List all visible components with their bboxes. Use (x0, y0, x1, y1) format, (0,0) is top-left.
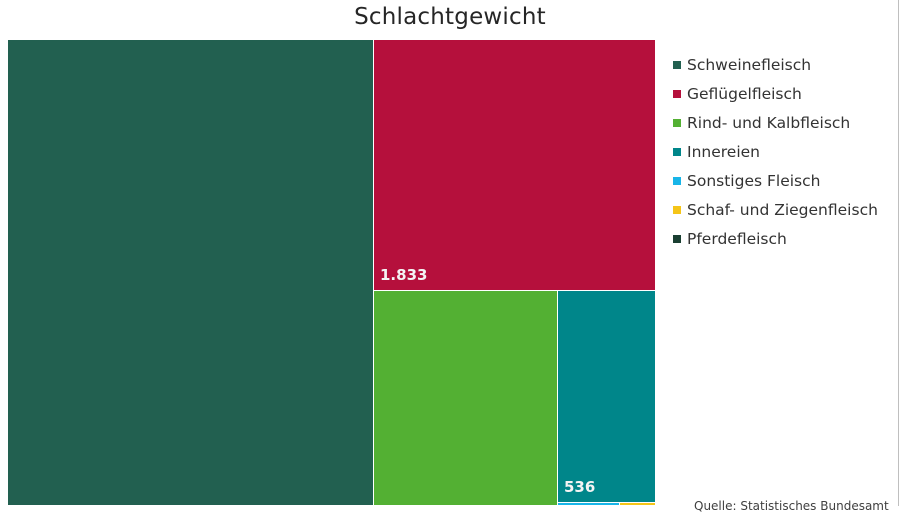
legend-item[interactable]: Schweinefleisch (673, 50, 878, 79)
legend-label: Pferdefleisch (687, 229, 787, 248)
legend-swatch-icon (673, 118, 681, 127)
source-note: Quelle: Statistisches Bundesamt (694, 499, 889, 513)
treemap-tile-rind-und-kalbfleisch[interactable] (374, 291, 558, 506)
treemap-tile-innereien[interactable]: 536 (558, 291, 656, 503)
legend-swatch-icon (673, 234, 681, 243)
legend-item[interactable]: Geflügelfleisch (673, 79, 878, 108)
legend-item[interactable]: Schaf- und Ziegenfleisch (673, 195, 878, 224)
legend-label: Schaf- und Ziegenfleisch (687, 200, 878, 219)
legend-swatch-icon (673, 205, 681, 214)
legend-swatch-icon (673, 89, 681, 98)
treemap-tile-gefl-gelfleisch[interactable]: 1.833 (374, 40, 656, 291)
legend-label: Schweinefleisch (687, 55, 812, 74)
legend-label: Sonstiges Fleisch (687, 171, 821, 190)
legend-item[interactable]: Rind- und Kalbfleisch (673, 108, 878, 137)
legend-swatch-icon (673, 147, 681, 156)
legend-swatch-icon (673, 176, 681, 185)
legend-item[interactable]: Pferdefleisch (673, 224, 878, 253)
tile-value-label: 536 (564, 478, 596, 496)
treemap-tile-schweinefleisch[interactable] (8, 40, 374, 506)
legend-label: Rind- und Kalbfleisch (687, 113, 851, 132)
chart-title: Schlachtgewicht (354, 4, 546, 30)
legend-item[interactable]: Sonstiges Fleisch (673, 166, 878, 195)
legend: Schweinefleisch Geflügelfleisch Rind- und … (673, 50, 878, 253)
tile-value-label: 1.833 (380, 266, 428, 284)
legend-label: Geflügelfleisch (687, 84, 802, 103)
legend-label: Innereien (687, 142, 760, 161)
legend-item[interactable]: Innereien (673, 137, 878, 166)
legend-swatch-icon (673, 60, 681, 69)
